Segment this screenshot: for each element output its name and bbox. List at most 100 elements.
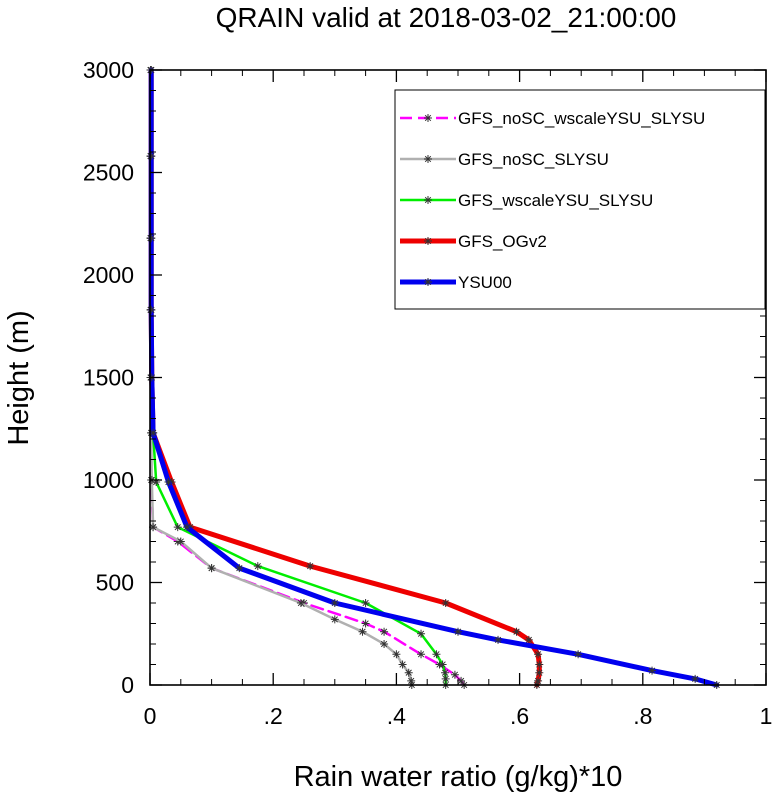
legend-entry: GFS_noSC_SLYSU — [400, 150, 609, 169]
x-tick-label: .8 — [633, 703, 652, 729]
legend-label: GFS_OGv2 — [458, 232, 547, 251]
legend-entry: GFS_noSC_wscaleYSU_SLYSU — [400, 109, 705, 128]
series-GFS_noSC_SLYSU — [146, 66, 416, 689]
data-point — [535, 668, 544, 677]
marker-star — [438, 660, 447, 669]
data-point — [147, 305, 156, 314]
legend-label: GFS_noSC_SLYSU — [458, 150, 609, 169]
x-tick-label: .6 — [510, 703, 529, 729]
data-point — [361, 619, 370, 628]
legend: GFS_noSC_wscaleYSU_SLYSU GFS_noSC_SLYSU GF… — [394, 89, 766, 310]
data-point — [173, 523, 182, 532]
data-point — [441, 668, 450, 677]
legend-entry: GFS_OGv2 — [400, 232, 547, 251]
data-point — [330, 599, 339, 607]
legend-label: GFS_noSC_wscaleYSU_SLYSU — [458, 109, 705, 128]
marker-star — [424, 114, 432, 122]
data-point — [380, 640, 389, 648]
marker-star — [441, 599, 450, 607]
marker-star — [424, 155, 432, 163]
data-point — [330, 615, 339, 624]
x-tick-label: 0 — [144, 703, 157, 729]
chart-title: QRAIN valid at 2018-03-02_21:00:00 — [216, 2, 677, 33]
data-point — [441, 674, 450, 683]
x-tick-label: .2 — [264, 703, 283, 729]
data-point — [147, 234, 156, 243]
data-point — [207, 564, 216, 573]
y-axis-label: Height (m) — [3, 310, 35, 445]
data-point — [182, 523, 191, 532]
marker-star — [392, 650, 401, 659]
legend-entry: GFS_wscaleYSU_SLYSU — [400, 191, 653, 210]
marker-star — [432, 650, 441, 659]
data-point — [534, 650, 543, 659]
marker-star — [358, 627, 367, 636]
data-point — [450, 670, 459, 679]
data-point — [380, 627, 389, 636]
data-point — [432, 650, 441, 659]
marker-star — [398, 660, 407, 669]
marker-star — [424, 278, 432, 286]
marker-star — [535, 668, 544, 677]
data-point — [296, 599, 305, 607]
legend-label: YSU00 — [458, 273, 512, 292]
marker-star — [207, 564, 216, 573]
legend-marker — [424, 196, 432, 204]
marker-star — [535, 660, 544, 669]
legend-marker — [424, 155, 432, 163]
data-point — [306, 562, 315, 571]
data-point — [358, 627, 367, 636]
series-line — [148, 67, 720, 688]
x-tick-label: 1 — [760, 703, 773, 729]
marker-star — [424, 196, 432, 204]
marker-star — [648, 666, 657, 675]
data-point — [392, 650, 401, 659]
x-axis-label: Rain water ratio (g/kg)*10 — [294, 761, 623, 793]
data-point — [398, 660, 407, 669]
legend-label: GFS_wscaleYSU_SLYSU — [458, 191, 653, 210]
data-point — [253, 562, 262, 571]
marker-star — [512, 627, 521, 636]
data-point — [152, 478, 161, 487]
marker-star — [417, 650, 426, 659]
tick-labels: 0 .2 .4 .6 .8 1 0 500 1000 1500 2000 2500 3000 — [83, 57, 773, 729]
data-point — [407, 676, 416, 685]
data-point — [454, 627, 462, 636]
data-point — [691, 674, 700, 683]
data-point — [164, 478, 173, 487]
marker-star — [457, 676, 466, 685]
marker-star — [534, 650, 543, 659]
marker-star — [330, 599, 339, 607]
marker-star — [454, 627, 462, 636]
y-tick-label: 1000 — [83, 467, 134, 493]
marker-star — [361, 619, 370, 628]
marker-star — [296, 599, 305, 607]
marker-star — [380, 627, 389, 636]
data-point — [441, 599, 450, 607]
marker-star — [441, 668, 450, 677]
marker-star — [441, 674, 450, 683]
y-tick-label: 2500 — [83, 160, 134, 186]
legend-marker — [424, 237, 432, 245]
marker-star — [361, 599, 370, 607]
marker-star — [176, 537, 185, 546]
data-point — [534, 676, 543, 685]
data-point — [438, 660, 447, 669]
y-tick-label: 2000 — [83, 262, 134, 288]
legend-marker — [424, 114, 432, 122]
data-point — [512, 627, 521, 636]
marker-star — [306, 562, 315, 571]
x-tick-label: .4 — [387, 703, 406, 729]
marker-star — [404, 668, 413, 677]
marker-star — [147, 234, 156, 243]
marker-star — [235, 564, 244, 573]
marker-star — [330, 615, 339, 624]
marker-star — [152, 478, 161, 487]
data-point — [535, 660, 544, 669]
data-point — [361, 599, 370, 607]
y-tick-label: 3000 — [83, 57, 134, 83]
marker-star — [149, 523, 158, 532]
data-point — [235, 564, 244, 573]
marker-star — [494, 635, 503, 644]
